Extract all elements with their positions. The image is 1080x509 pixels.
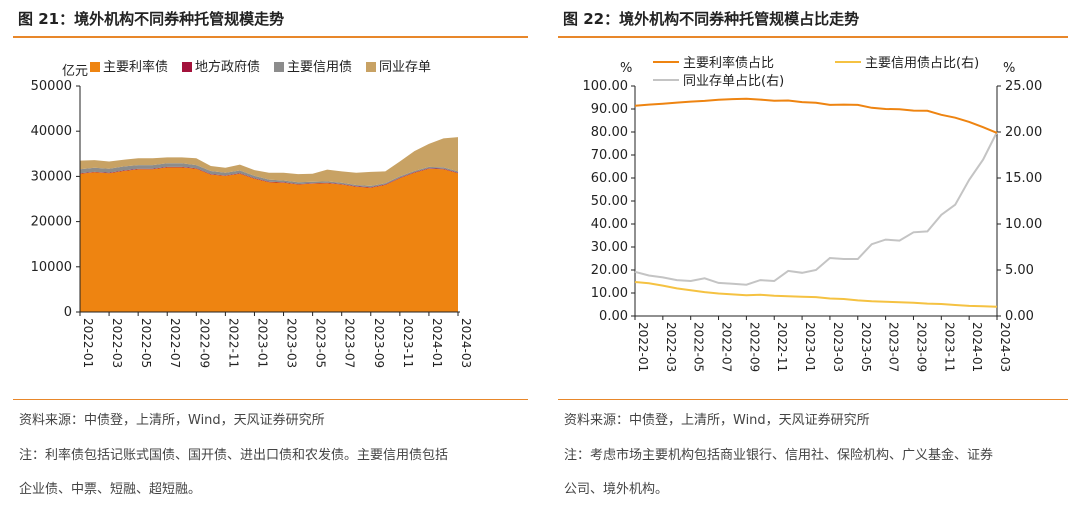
x-tick-label: 2023-11: [942, 322, 956, 372]
x-tick-label: 2022-09: [197, 318, 211, 368]
x-tick-label: 2022-03: [110, 318, 124, 368]
note-line1-left: 注：利率债包括记账式国债、国开债、进出口债和农发债。主要信用债包括: [19, 448, 449, 463]
title-rule-right: [558, 36, 1068, 38]
right-panel: 图 22：境外机构不同券种托管规模占比走势 主要利率债占比 主要信用债占比(右) 同…: [545, 0, 1080, 509]
x-tick-label: 2023-03: [831, 322, 845, 372]
x-tick-label: 2023-07: [343, 318, 357, 368]
legend-label: 主要信用债: [287, 60, 352, 75]
y-right-tick-label: 15.00: [1005, 171, 1042, 186]
x-tick-label: 2024-01: [430, 318, 444, 368]
stacked-area-chart: 主要利率债 地方政府债 主要信用债 同业存单 亿元 0 10000 20000 30000 400…: [31, 59, 473, 368]
line-series: [634, 97, 998, 134]
y-left-tick-label: 20.00: [591, 263, 628, 278]
dual-axis-line-chart: 主要利率债占比 主要信用债占比(右) 同业存单占比(右)% % 0.00 10.00 20.…: [583, 55, 1043, 372]
area-series: [80, 137, 458, 186]
chart-title-right: 图 22：境外机构不同券种托管规模占比走势: [563, 10, 860, 28]
x-tick-label: 2023-05: [859, 322, 873, 372]
x-tick-label: 2022-03: [664, 322, 678, 372]
x-tick-label: 2023-11: [401, 318, 415, 368]
y-right-tick-label: 0.00: [1005, 309, 1034, 324]
y-left-tick-label: 90.00: [591, 102, 628, 117]
x-tick-label: 2022-09: [747, 322, 761, 372]
y-right-tick-label: 10.00: [1005, 217, 1042, 232]
x-tick-label: 2022-11: [775, 322, 789, 372]
x-tick-label: 2024-03: [998, 322, 1012, 372]
source-text-left: 资料来源：中债登，上清所，Wind，天风证券研究所: [19, 413, 325, 428]
x-tick-label: 2024-03: [459, 318, 473, 368]
x-tick-label: 2023-09: [372, 318, 386, 368]
y-tick-label: 10000: [31, 260, 72, 275]
legend-label: 主要信用债占比(右): [865, 56, 979, 71]
legend-label: 主要利率债占比: [683, 55, 774, 71]
y-left-tick-label: 30.00: [591, 240, 628, 255]
x-tick-label: 2023-05: [314, 318, 328, 368]
x-tick-label: 2022-07: [720, 322, 734, 372]
x-tick-label: 2023-09: [914, 322, 928, 372]
y-left-tick-label: 50.00: [591, 194, 628, 209]
source-rule-right: [558, 399, 1068, 400]
y-left-tick-label: 60.00: [591, 171, 628, 186]
area-series: [80, 167, 458, 312]
y-tick-label: 0: [64, 305, 72, 320]
y-axis-unit-label: 亿元: [62, 64, 88, 79]
x-tick-label: 2022-05: [692, 322, 706, 372]
note-line1-right: 注：考虑市场主要机构包括商业银行、信用社、保险机构、广义基金、证券: [564, 448, 994, 463]
y-left-tick-label: 70.00: [591, 148, 628, 163]
x-tick-label: 2023-01: [803, 322, 817, 372]
x-tick-label: 2023-03: [285, 318, 299, 368]
y-tick-label: 50000: [31, 79, 72, 94]
legend-swatch: [90, 62, 100, 72]
y-left-tick-label: 100.00: [583, 79, 629, 94]
legend-label: 同业存单: [379, 60, 431, 75]
legend-swatch: [182, 62, 192, 72]
y-axis-right-unit: %: [1003, 61, 1015, 76]
line-series: [634, 131, 998, 286]
x-tick-label: 2022-01: [81, 318, 95, 368]
legend-label: 地方政府债: [195, 59, 260, 75]
y-left-tick-label: 0.00: [599, 309, 628, 324]
legend-label: 主要利率债: [103, 59, 168, 75]
x-tick-label: 2022-11: [226, 318, 240, 368]
y-tick-label: 30000: [31, 169, 72, 184]
y-tick-label: 20000: [31, 215, 72, 230]
left-panel: 图 21：境外机构不同券种托管规模走势 主要利率债 地方政府债 主要信用债 同业存单 亿…: [0, 0, 530, 509]
line-series: [634, 281, 998, 308]
x-tick-label: 2024-01: [970, 322, 984, 372]
y-left-tick-label: 80.00: [591, 125, 628, 140]
x-tick-label: 2022-01: [636, 322, 650, 372]
chart-title-left: 图 21：境外机构不同券种托管规模走势: [18, 10, 285, 28]
y-left-tick-label: 10.00: [591, 286, 628, 301]
y-right-tick-label: 20.00: [1005, 125, 1042, 140]
x-tick-label: 2022-07: [168, 318, 182, 368]
note-line2-left: 企业债、中票、短融、超短融。: [19, 482, 202, 497]
x-tick-label: 2022-05: [139, 318, 153, 368]
y-left-tick-label: 40.00: [591, 217, 628, 232]
x-tick-label: 2023-01: [255, 318, 269, 368]
legend-label: 同业存单占比(右): [683, 74, 784, 89]
source-text-right: 资料来源：中债登，上清所，Wind，天风证券研究所: [564, 413, 870, 428]
x-tick-label: 2023-07: [887, 322, 901, 372]
note-line2-right: 公司、境外机构。: [564, 482, 669, 497]
y-axis-left-unit: %: [620, 61, 632, 76]
y-right-tick-label: 5.00: [1005, 263, 1034, 278]
legend-swatch: [274, 62, 284, 72]
title-rule-left: [13, 36, 528, 38]
legend-swatch: [366, 62, 376, 72]
y-right-tick-label: 25.00: [1005, 79, 1042, 94]
y-tick-label: 40000: [31, 124, 72, 139]
source-rule-left: [13, 399, 528, 400]
